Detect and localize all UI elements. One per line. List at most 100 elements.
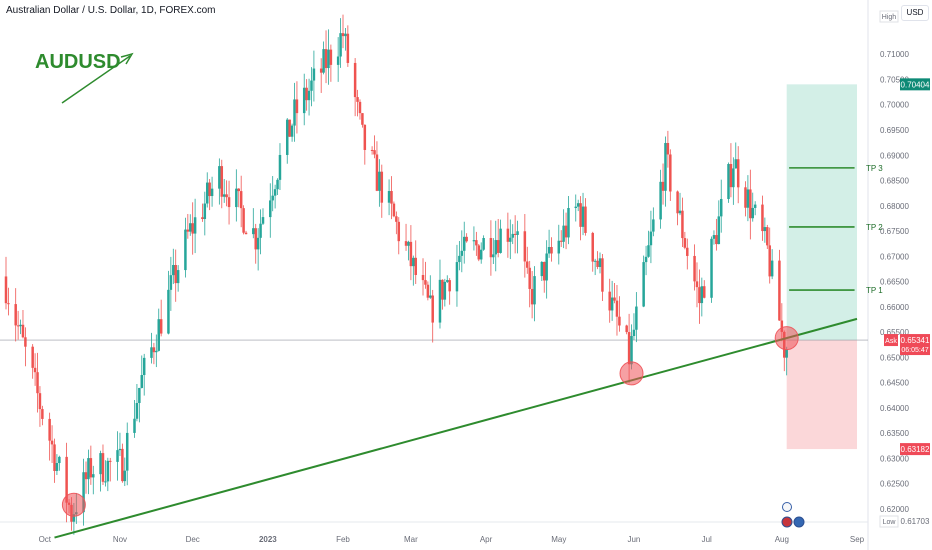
take-profit-badge: 0.70404 [901,80,930,89]
candle-body [574,206,578,209]
candle-body [506,228,510,242]
touch-point-marker[interactable] [61,492,86,517]
candle-body [732,168,735,188]
candle-body [259,223,262,238]
trendline[interactable] [54,317,858,539]
y-tick-label: 0.68500 [880,177,909,186]
candle-body [785,349,788,358]
candle-body [753,204,757,208]
candle-body [596,260,599,267]
candle-body [252,228,255,235]
candle-body [278,154,282,180]
candle-body [261,217,265,224]
candle-body [222,194,226,197]
candle-body [225,194,228,198]
x-tick-label: Aug [775,535,789,544]
candle-body [710,238,713,298]
x-tick-label: Jun [627,535,640,544]
candle-body [581,206,585,227]
candle-body [118,448,122,451]
candle-body [123,470,127,482]
candle-body [550,247,553,254]
candle-body [462,236,466,251]
candle-body [625,325,628,333]
candle-body [41,409,44,419]
candle-body [344,33,347,37]
candle-body [58,456,61,464]
candle-body [693,255,696,282]
candle-body [106,460,110,482]
candle-body [38,393,42,410]
candle-body [176,270,180,284]
candle-body [608,291,611,311]
y-tick-label: 0.67500 [880,227,909,236]
candle-body [346,33,350,63]
candle-body [681,210,684,239]
candle-body [361,113,364,125]
profit-zone[interactable] [786,84,857,341]
candle-body [239,191,243,209]
candle-body [285,119,289,155]
candle-body [218,166,221,189]
candle-body [644,256,648,263]
candle-body [87,458,90,480]
candle-body [203,203,207,220]
candle-body [48,418,51,441]
candle-body [492,254,495,258]
candle-body [727,164,730,199]
candle-body [545,253,548,281]
candle-body [635,306,638,330]
candle-body [729,164,733,188]
candle-body [220,166,224,197]
candle-body [237,188,241,192]
take-profit-label-2: TP 2 [866,223,883,232]
candle-body [751,207,754,219]
candle-body [24,337,27,347]
touch-point-marker[interactable] [774,326,799,351]
y-tick-label: 0.71000 [880,50,909,59]
y-tick-label: 0.64500 [880,379,909,388]
take-profit-label-3: TP 3 [866,164,883,173]
candle-body [768,245,771,277]
candle-body [458,255,461,263]
candle-body [142,357,146,376]
candle-body [632,329,636,337]
stop-loss-badge-bg [900,443,930,456]
candle-body [533,276,536,305]
candle-body [174,264,177,284]
x-tick-label: Dec [186,535,200,544]
candle-body [92,474,95,478]
candle-body [271,195,274,201]
candle-body [661,181,665,191]
currency-button[interactable]: USD [901,5,929,21]
candle-body [593,260,597,262]
candle-body [669,154,672,192]
candle-body [746,189,750,208]
candle-body [380,171,384,203]
candle-body [133,418,136,433]
candle-body [749,189,752,219]
candle-body [53,444,56,471]
candle-body [424,280,427,285]
loss-zone[interactable] [786,340,857,450]
candle-body [135,402,139,419]
candle-body [193,217,197,234]
candle-body [31,346,34,368]
current-price-badge: 0.65341 [901,336,930,345]
candle-body [392,203,396,217]
touch-point-marker[interactable] [619,361,644,386]
candle-body [150,347,153,358]
x-tick-label: May [551,535,566,544]
x-tick-label: Mar [404,535,418,544]
candle-body [373,150,376,155]
candle-body [169,275,173,290]
event-flag-icon[interactable] [781,516,793,528]
candle-body [319,68,323,73]
event-flag-icon[interactable] [782,502,792,512]
candle-body [276,179,279,190]
candle-body [353,62,357,98]
event-flag-icon[interactable] [793,516,805,528]
candle-body [339,33,342,57]
